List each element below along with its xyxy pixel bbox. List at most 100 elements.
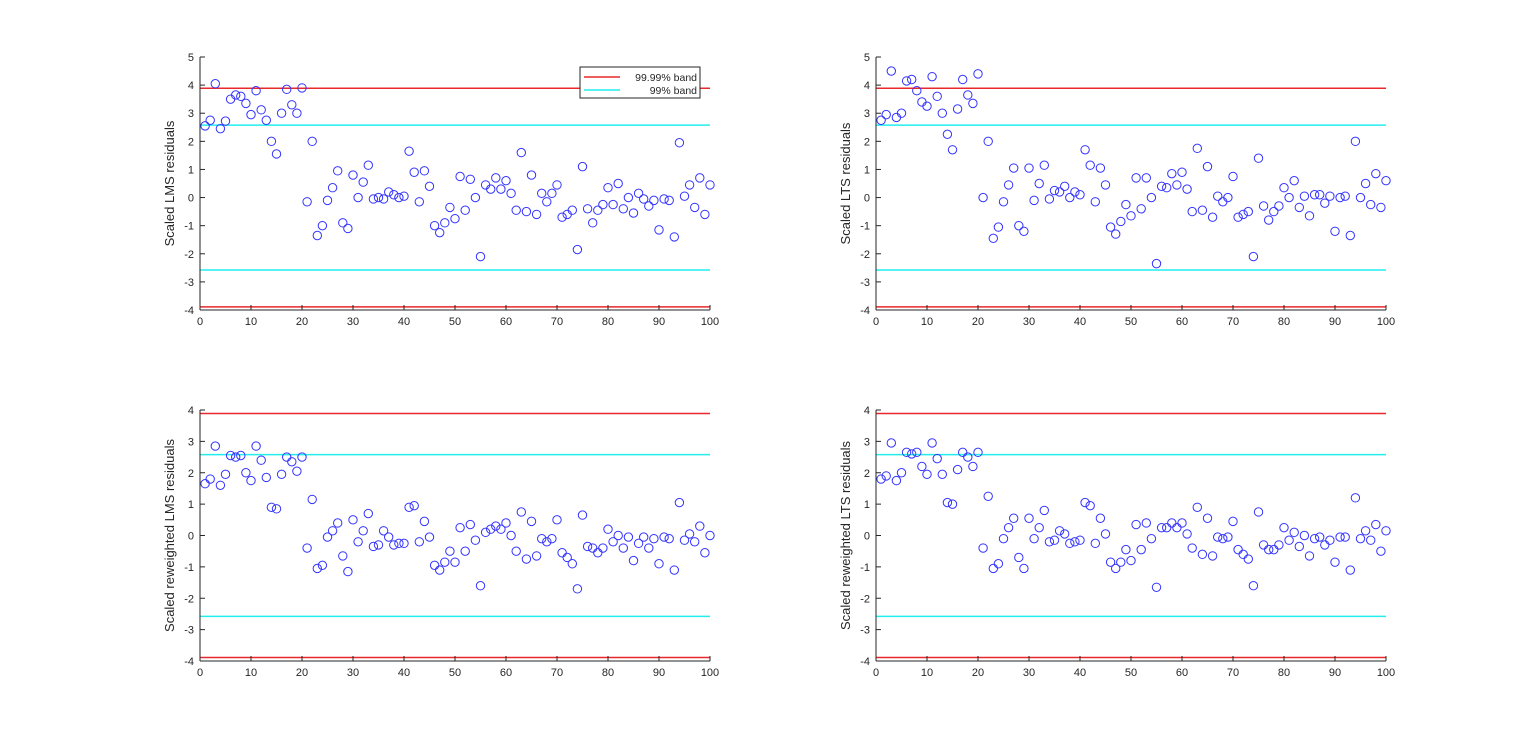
y-tick-label: -2 [860,593,870,605]
data-point [659,194,669,204]
data-point [993,559,1004,569]
data-point [460,546,470,556]
data-point [282,84,292,95]
y-axis-label: Scaled LMS residuals [162,120,177,246]
data-point [922,469,932,480]
data-point [917,461,927,472]
data-point [312,230,322,241]
data-point [1080,497,1090,508]
data-point [261,115,271,125]
data-point [333,166,343,176]
data-point [1345,565,1356,575]
data-point [968,98,978,109]
data-point [942,129,953,140]
data-point [1340,532,1350,542]
data-point [353,537,363,547]
y-tick-label: -2 [184,593,194,605]
data-point [409,167,419,177]
x-tick-label: 0 [197,316,203,328]
y-tick-label: 1 [188,499,194,511]
x-tick-label: 50 [449,316,461,328]
data-point [246,109,256,120]
x-tick-label: 40 [398,667,410,679]
data-point [1315,532,1325,542]
y-tick-label: 5 [864,52,870,64]
x-tick-label: 90 [653,667,665,679]
data-point [246,475,256,486]
data-point [654,559,664,569]
data-point [373,540,384,550]
data-point [435,565,445,575]
data-point [1258,201,1269,211]
data-point [978,543,988,553]
data-point [633,188,644,199]
data-point [312,563,322,574]
data-point [435,227,445,238]
data-point [271,504,282,514]
data-point [937,108,947,118]
y-tick-label: -1 [184,562,194,574]
data-point [1146,192,1157,203]
data-point [282,452,292,462]
data-point [292,108,302,118]
data-point [445,546,455,556]
data-point [1100,180,1111,190]
data-point [1105,222,1116,232]
data-point [465,174,475,184]
data-point [210,79,221,89]
data-point [674,497,685,508]
data-point [1284,192,1294,203]
data-point [1167,518,1177,528]
data-point [973,447,983,458]
data-point [368,541,379,552]
y-tick-label: 1 [864,164,870,176]
data-point [292,466,302,476]
data-point [251,441,261,451]
data-point [1269,206,1279,217]
data-point [1279,183,1289,193]
data-point [988,563,998,574]
data-point [1238,209,1248,220]
data-point [963,452,973,462]
data-point [450,213,460,224]
data-point [1162,183,1172,193]
data-point [1070,537,1080,547]
data-point [603,183,613,193]
data-point [896,108,907,118]
data-point [1065,538,1075,549]
data-point [241,468,251,478]
data-point [455,171,465,182]
data-point [1304,211,1315,221]
data-point [537,533,547,544]
data-point [1376,546,1386,556]
data-point [552,515,562,525]
data-point [1248,251,1259,262]
data-point [215,480,226,490]
data-point [993,222,1004,232]
data-point [1248,581,1259,591]
data-point [348,515,358,525]
x-tick-label: 60 [500,667,512,679]
data-point [200,479,210,489]
y-tick-label: 0 [188,531,194,543]
data-point [1075,535,1085,545]
data-point [1330,557,1340,567]
y-axis-label: Scaled reweighted LTS residuals [838,440,853,630]
data-point [307,494,317,505]
x-tick-label: 40 [1074,667,1086,679]
data-point [639,532,649,542]
data-point [399,538,409,549]
y-tick-label: 3 [188,436,194,448]
data-point [1009,163,1019,173]
data-point [1320,540,1330,550]
data-point [1105,557,1116,567]
data-point [1141,518,1152,528]
data-point [322,532,333,542]
data-point [220,116,231,126]
data-point [623,532,634,542]
x-tick-label: 90 [653,316,665,328]
x-tick-label: 30 [347,667,359,679]
y-tick-label: -2 [184,249,194,261]
data-point [1085,500,1095,511]
